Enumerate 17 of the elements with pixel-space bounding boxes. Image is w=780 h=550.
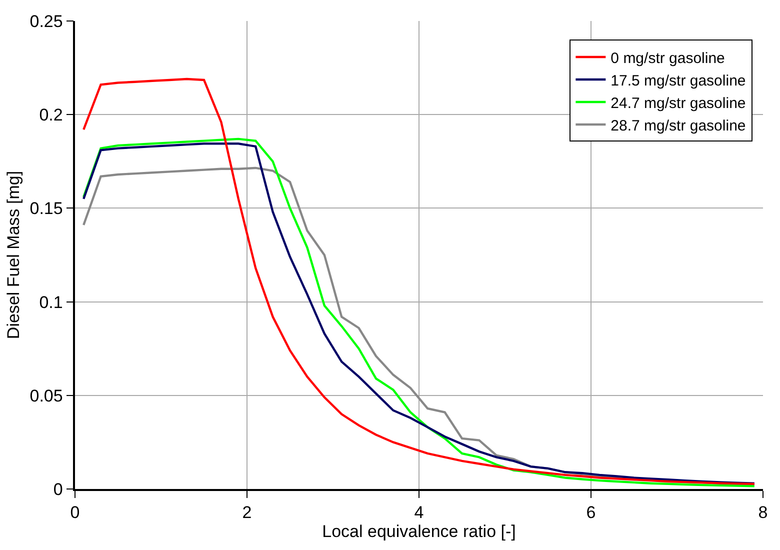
y-axis-title: Diesel Fuel Mass [mg] [4,170,23,340]
legend-label: 0 mg/str gasoline [610,50,725,67]
y-tick-label: 0.1 [39,292,63,312]
x-tick-label: 6 [586,503,596,522]
x-tick-label: 4 [414,503,424,522]
x-tick-label: 2 [242,503,252,522]
y-tick-label: 0.25 [30,12,63,31]
legend-label: 24.7 mg/str gasoline [610,94,746,112]
x-tick-label: 0 [70,503,80,522]
y-tick-label: 0.2 [39,106,63,125]
x-axis-title: Local equivalence ratio [-] [322,522,516,542]
legend-label: 28.7 mg/str gasoline [610,117,746,134]
x-tick-label: 8 [758,503,768,522]
y-tick-label: 0.15 [30,199,63,218]
y-tick-label: 0.05 [30,386,63,406]
y-tick-label: 0 [53,480,63,499]
legend-label: 17.5 mg/str gasoline [610,72,746,90]
